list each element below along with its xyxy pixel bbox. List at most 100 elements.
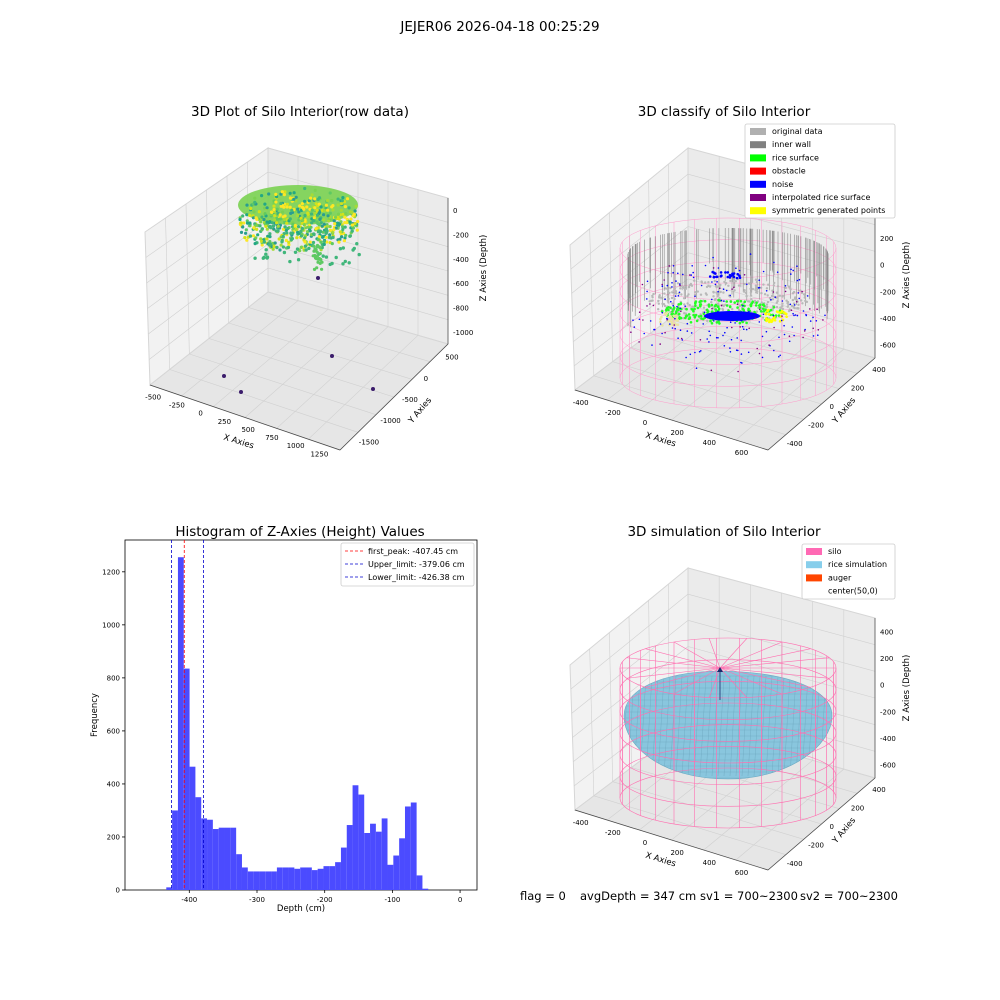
rice-mesh-line [771, 675, 779, 777]
raw-point [330, 205, 334, 209]
sim-z-tick-label: 400 [880, 628, 893, 636]
classify-y-tick-label: -200 [808, 421, 824, 429]
classify-noise-point [722, 334, 724, 337]
classify-noise-point [781, 300, 784, 302]
classify-original-point [715, 291, 718, 294]
classify-rice-surface-point [710, 322, 714, 325]
sim-z-tick-label: -400 [880, 735, 896, 743]
classify-legend-label: noise [772, 180, 793, 189]
raw-point [317, 235, 321, 239]
rice-mesh-line [747, 675, 755, 777]
classify-noise-point [731, 288, 733, 290]
classify-noise-point [736, 272, 739, 276]
sim-silo-roof-spoke [719, 641, 783, 669]
histogram-bar [329, 866, 336, 890]
classify-noise-point [694, 351, 696, 354]
raw-point [269, 210, 274, 214]
classify-original-point [748, 300, 751, 303]
classify-rice-surface-point [678, 316, 681, 319]
classify-legend-label: interpolated rice surface [772, 193, 870, 202]
sim-y-tick-label: -400 [787, 860, 803, 868]
raw-point [355, 242, 359, 246]
rice-mesh-line [717, 675, 725, 777]
classify-original-point [694, 291, 697, 294]
classify-noise-point [740, 339, 742, 342]
classify-noise-point [801, 290, 803, 293]
raw-point [278, 248, 282, 252]
classify-rice-surface-point [745, 321, 748, 325]
classify-noise-point [824, 314, 826, 317]
classify-symmetric-point [767, 313, 771, 316]
sim-silo-roof-spoke [708, 638, 721, 669]
classify-rice-surface-point [718, 322, 721, 325]
histogram-bar [253, 871, 260, 890]
classify-y-tick-label: 0 [830, 403, 834, 411]
classify-noise-point [784, 290, 787, 293]
classify-original-point [727, 284, 730, 287]
classify-grid-line [669, 318, 858, 374]
classify-original-point [713, 279, 716, 283]
classify-original-point [668, 291, 671, 295]
raw-point [321, 235, 325, 239]
classify-noise-point [716, 281, 718, 283]
classify-original-point [729, 279, 732, 283]
raw-point [248, 234, 253, 238]
raw-point [324, 235, 328, 239]
raw-point [325, 229, 329, 233]
histogram-bar [195, 797, 202, 890]
histogram-bar [224, 827, 231, 890]
classify-noise-point [671, 327, 674, 329]
classify-rice-surface-point [701, 317, 705, 321]
raw-y-axis-line [339, 343, 449, 451]
classify-original-point [683, 303, 686, 306]
raw-point [311, 254, 315, 258]
histogram-x-tick-label: -100 [384, 896, 400, 904]
raw-point [321, 230, 325, 234]
histogram-bar [346, 825, 353, 890]
classify-noise-point [731, 272, 734, 276]
classify-original-point [737, 284, 741, 287]
classify-original-point [803, 296, 806, 299]
classify-original-point [786, 305, 789, 308]
classify-noise-point [809, 308, 811, 310]
classify-rice-surface-point [754, 304, 758, 307]
classify-noise-point [735, 267, 737, 270]
histogram-bar [271, 871, 277, 890]
raw-point [304, 248, 308, 252]
classify-symmetric-point [669, 319, 672, 323]
classify-noise-point [659, 343, 661, 345]
raw-point [285, 221, 289, 225]
raw-point [343, 259, 347, 264]
raw-point [327, 219, 331, 223]
raw-point [248, 213, 252, 217]
sim-x-tick-label: -400 [573, 819, 589, 827]
classify-original-point [666, 287, 669, 291]
classify-noise-point [651, 344, 653, 346]
classify-noise-point [726, 271, 730, 274]
histogram-legend-label: first_peak: -407.45 cm [368, 547, 458, 556]
histogram-bar [236, 854, 242, 890]
classify-noise-point [754, 317, 757, 319]
classify-noise-point [741, 325, 744, 328]
raw-point [285, 231, 289, 235]
classify-original-point [753, 301, 756, 304]
raw-point [281, 245, 285, 249]
classify-noise-point [737, 370, 739, 373]
histogram-bar [317, 868, 324, 890]
classify-noise-point [765, 330, 768, 333]
classify-legend-box [744, 123, 896, 219]
classify-original-point [663, 304, 667, 308]
classify-original-point [799, 289, 802, 292]
raw-data-panel: 3D Plot of Silo Interior(row data) -500-… [144, 104, 489, 458]
classify-noise-point [778, 336, 780, 339]
raw-point [315, 208, 319, 212]
sim-silo-roof-spoke [645, 667, 721, 688]
classify-rice-surface-point [706, 311, 709, 314]
raw-point [265, 255, 270, 259]
classify-noise-point [749, 253, 752, 255]
classify-rice-surface-point [739, 299, 743, 303]
classify-noise-point [812, 316, 814, 319]
raw-point [324, 255, 329, 259]
classify-noise-point [646, 298, 648, 300]
raw-point [279, 204, 283, 208]
